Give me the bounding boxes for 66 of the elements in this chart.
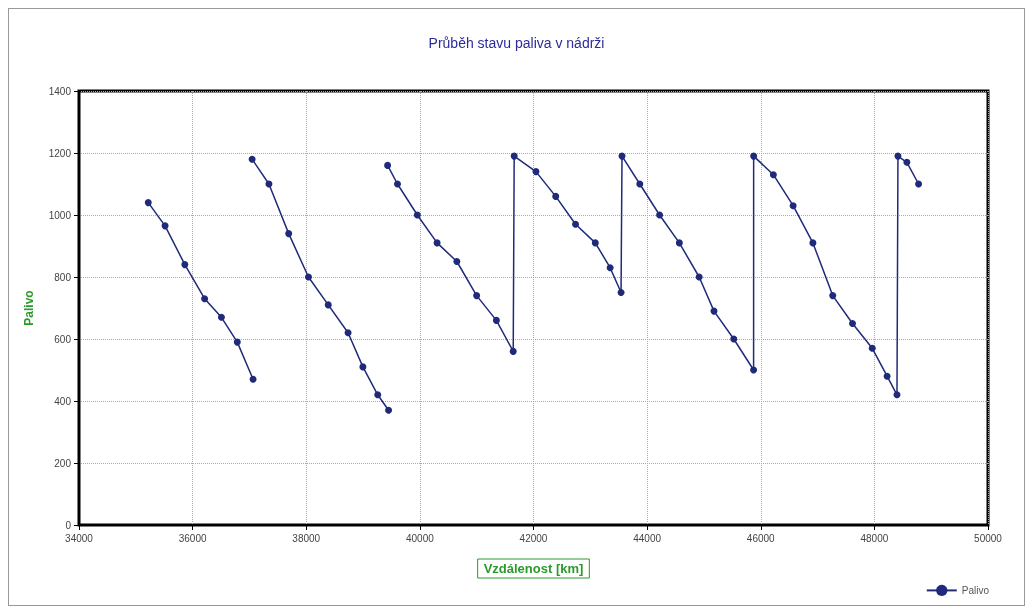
- point: [606, 264, 614, 272]
- y-tick-label: 600: [54, 333, 72, 345]
- point: [509, 347, 517, 355]
- point: [374, 391, 382, 399]
- point: [249, 375, 257, 383]
- point: [510, 152, 518, 160]
- point: [532, 168, 540, 176]
- point: [915, 180, 923, 188]
- point: [730, 335, 738, 343]
- point: [304, 273, 312, 281]
- y-tick-label: 800: [54, 271, 72, 283]
- x-tick-label: 36000: [178, 532, 207, 544]
- x-axis-title: Vzdálenost [km]: [483, 561, 584, 576]
- point: [473, 292, 481, 300]
- point: [617, 289, 625, 296]
- point: [893, 391, 901, 399]
- point: [453, 258, 461, 265]
- chart-title: Průběh stavu paliva v nádrži: [428, 35, 605, 51]
- point: [809, 239, 817, 247]
- point: [359, 363, 367, 371]
- x-tick-label: 46000: [746, 532, 776, 544]
- point: [829, 292, 837, 300]
- point: [903, 158, 911, 166]
- x-tick-label: 40000: [405, 532, 435, 544]
- point: [285, 230, 293, 238]
- y-tick-label: 400: [54, 395, 72, 407]
- x-tick-label: 34000: [65, 532, 94, 544]
- point: [656, 211, 664, 219]
- point: [201, 295, 209, 303]
- point: [675, 239, 683, 247]
- x-tick-label: 44000: [633, 532, 662, 544]
- point: [552, 192, 560, 200]
- y-tick-label: 200: [54, 457, 72, 469]
- point: [750, 366, 758, 374]
- point: [324, 301, 332, 309]
- point: [233, 338, 241, 346]
- y-tick-label: 1200: [48, 147, 72, 159]
- point: [413, 211, 421, 219]
- point: [161, 222, 169, 230]
- point: [385, 406, 393, 414]
- point: [636, 180, 644, 188]
- y-tick-label: 1400: [48, 85, 72, 97]
- x-tick-label: 50000: [974, 532, 1003, 544]
- point: [591, 239, 599, 247]
- point: [344, 329, 352, 337]
- point: [217, 313, 225, 321]
- y-tick-label: 1000: [48, 209, 72, 221]
- legend-label: Palivo: [961, 584, 990, 596]
- y-axis-title: Palivo: [22, 290, 36, 326]
- x-tick-label: 48000: [860, 532, 889, 544]
- point: [849, 320, 856, 327]
- point: [248, 155, 256, 163]
- point: [769, 171, 777, 179]
- point: [394, 180, 401, 188]
- point: [181, 261, 189, 269]
- x-tick-label: 38000: [292, 532, 321, 544]
- point: [144, 199, 152, 207]
- x-tick-label: 42000: [519, 532, 548, 544]
- point: [883, 372, 891, 380]
- y-tick-label: 0: [65, 519, 72, 531]
- point: [750, 152, 758, 160]
- point: [868, 344, 876, 352]
- point: [384, 161, 392, 169]
- point: [789, 202, 797, 210]
- point: [572, 220, 580, 228]
- point: [492, 316, 500, 324]
